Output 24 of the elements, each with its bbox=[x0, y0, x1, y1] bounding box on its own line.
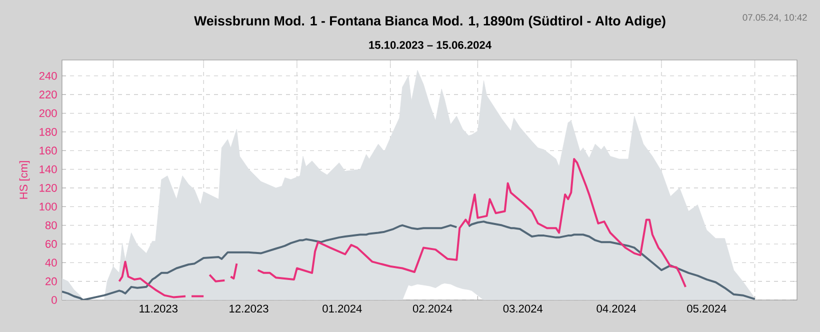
y-tick-label: 240 bbox=[39, 72, 57, 80]
x-tick-label: 12.2023 bbox=[230, 304, 268, 313]
y-tick-label: 60 bbox=[46, 240, 57, 248]
x-tick-label: 01.2024 bbox=[322, 304, 362, 313]
y-tick-label: 40 bbox=[45, 258, 57, 267]
x-tick-label: 02.2024 bbox=[412, 304, 452, 313]
y-tick-label: 200 bbox=[39, 109, 57, 118]
x-tick-label: 05.2024 bbox=[687, 304, 726, 313]
y-tick-label: 20 bbox=[46, 277, 57, 286]
y-tick-label: 100 bbox=[40, 202, 57, 211]
y-tick-label: 140 bbox=[40, 165, 57, 174]
y-tick-label: 80 bbox=[45, 221, 57, 230]
x-tick-label: 04.2024 bbox=[596, 304, 636, 313]
y-tick-label: 0 bbox=[52, 296, 57, 304]
y-tick-label: 120 bbox=[40, 184, 57, 192]
y-tick-label: 220 bbox=[39, 90, 57, 98]
x-tick-label: 03.2024 bbox=[503, 304, 543, 313]
y-tick-label: 180 bbox=[40, 128, 57, 136]
y-tick-label: 160 bbox=[40, 146, 57, 154]
text: 07.05.24, 10:42 bbox=[742, 14, 807, 22]
chart-title: Weissbrunn Mod. 1 - Fontana Bianca Mod. 1, 1890m (Südtirol - Alto Adige) bbox=[194, 16, 666, 28]
y-axis-title: HS [cm] bbox=[19, 161, 30, 199]
chart-subtitle: 15.10.2023 – 15.06.2024 bbox=[369, 41, 492, 49]
x-tick-label: 11.2023 bbox=[140, 304, 178, 313]
